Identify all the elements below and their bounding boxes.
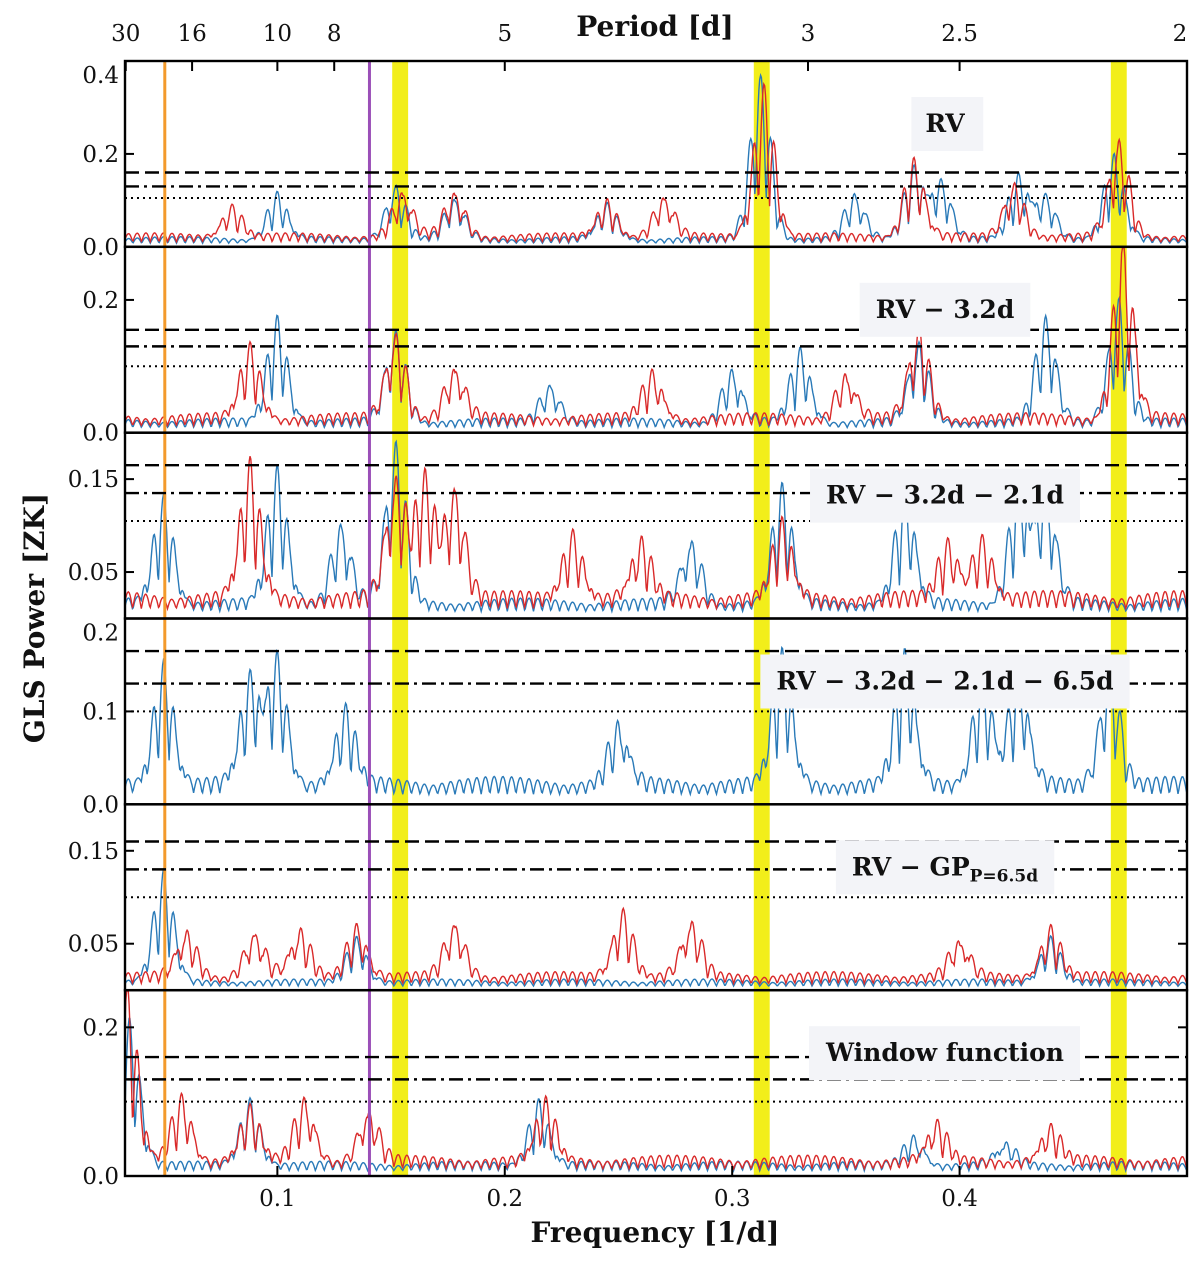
top-axis-title: Period [d] (576, 10, 734, 43)
panel-labels: RV RV − 3.2d RV − 3.2d − 2.1d RV − 3.2d − 2… (760, 97, 1130, 1081)
panel-4-ytick-label: 0.2 (82, 621, 119, 647)
panel-5-label-text: RV − GPP=6.5d (852, 852, 1038, 886)
panel-1-ytick-label: 0.0 (82, 235, 119, 261)
panel-5-label-part-1: RV − GP (852, 852, 970, 881)
panel-4-label-text: RV − 3.2d − 2.1d − 6.5d (776, 667, 1113, 696)
y-axis-title: GLS Power [ZK] (18, 493, 51, 743)
period-tick-label: 16 (177, 21, 206, 47)
panel-5-series-1-curve (125, 867, 1187, 988)
panel-4-frame (123, 617, 1189, 806)
xtick-label: 0.2 (486, 1186, 523, 1212)
panel-3-label-bg (810, 468, 1080, 523)
panel-3-label: RV − 3.2d − 2.1d (810, 468, 1080, 523)
panel-6-label-text: Window function (825, 1038, 1064, 1067)
panel-2-label: RV − 3.2d (859, 282, 1031, 337)
panel-5-label: RV − GPP=6.5d (835, 840, 1055, 895)
panel-3-label-text: RV − 3.2d − 2.1d (826, 481, 1064, 510)
panel-6-label: Window function (809, 1026, 1080, 1081)
panel-6-ytick-label: 0.2 (82, 1015, 119, 1041)
panel-6-label-part-1: Window function (825, 1038, 1064, 1067)
period-tick-label: 30 (111, 21, 140, 47)
panel-2-ytick-label: 0.2 (82, 288, 119, 314)
panel-5-ytick-label: 0.05 (68, 932, 119, 958)
panel-6-label-bg (809, 1026, 1080, 1081)
panel-3-label-part-1: RV − 3.2d − 2.1d (826, 481, 1064, 510)
period-tick-label: 2 (1173, 21, 1188, 47)
panel-3-ytick-label: 0.15 (68, 467, 119, 493)
period-tick-label: 2.5 (941, 21, 978, 47)
panel-5-label-part-2: P=6.5d (970, 866, 1039, 886)
panel-4-label-part-1: RV − 3.2d − 2.1d − 6.5d (776, 667, 1113, 696)
panel-4-series-1-curve (125, 645, 1187, 797)
panel-1-label: RV (911, 97, 984, 151)
panel-1-ytick-label: 0.4 (82, 63, 119, 89)
xtick-label: 0.4 (941, 1186, 978, 1212)
panel-6-series-1-curve (125, 1017, 1187, 1174)
period-tick-label: 10 (263, 21, 292, 47)
periodogram-curves (125, 72, 1187, 1174)
panel-4-ytick-label: 0.0 (82, 792, 119, 818)
period-tick-label: 8 (327, 21, 342, 47)
panel-3-series-1-curve (125, 439, 1187, 615)
panel-6-series-2-curve (125, 990, 1187, 1172)
panel-3-ytick-label: 0.05 (68, 560, 119, 586)
panel-4-label-bg (760, 654, 1130, 709)
panel-frames (123, 59, 1189, 1178)
panel-1-label-text: RV (925, 109, 965, 138)
panel-2-ytick-label: 0.0 (82, 421, 119, 447)
period-tick-label: 3 (801, 21, 816, 47)
xtick-label: 0.1 (259, 1186, 296, 1212)
panel-2-series-2-curve (125, 247, 1187, 429)
panel-2-label-part-1: RV − 3.2d (876, 295, 1015, 324)
x-axis-title: Frequency [1/d] (531, 1216, 780, 1249)
period-tick-label: 5 (497, 21, 512, 47)
panel-4-label: RV − 3.2d − 2.1d − 6.5d (760, 654, 1130, 709)
panel-6-frame (123, 988, 1189, 1178)
axis-ticks: 0.00.20.40.00.20.050.150.00.10.20.050.15… (68, 21, 1188, 1212)
panel-1-label-bg (911, 97, 984, 151)
panel-2-label-text: RV − 3.2d (876, 295, 1015, 324)
panel-6-ytick-label: 0.0 (82, 1164, 119, 1190)
panel-1-series-2-curve (125, 81, 1187, 244)
panel-1-label-part-1: RV (925, 109, 965, 138)
panel-5-ytick-label: 0.15 (68, 839, 119, 865)
panel-1-ytick-label: 0.2 (82, 142, 119, 168)
panel-1-series-1-curve (125, 72, 1187, 245)
panel-5-label-bg (835, 840, 1055, 895)
panel-3-series-2-curve (125, 456, 1187, 612)
panel-4-ytick-label: 0.1 (82, 699, 119, 725)
xtick-label: 0.3 (714, 1186, 751, 1212)
panel-5-series-2-curve (125, 906, 1187, 987)
panel-2-label-bg (859, 282, 1031, 337)
